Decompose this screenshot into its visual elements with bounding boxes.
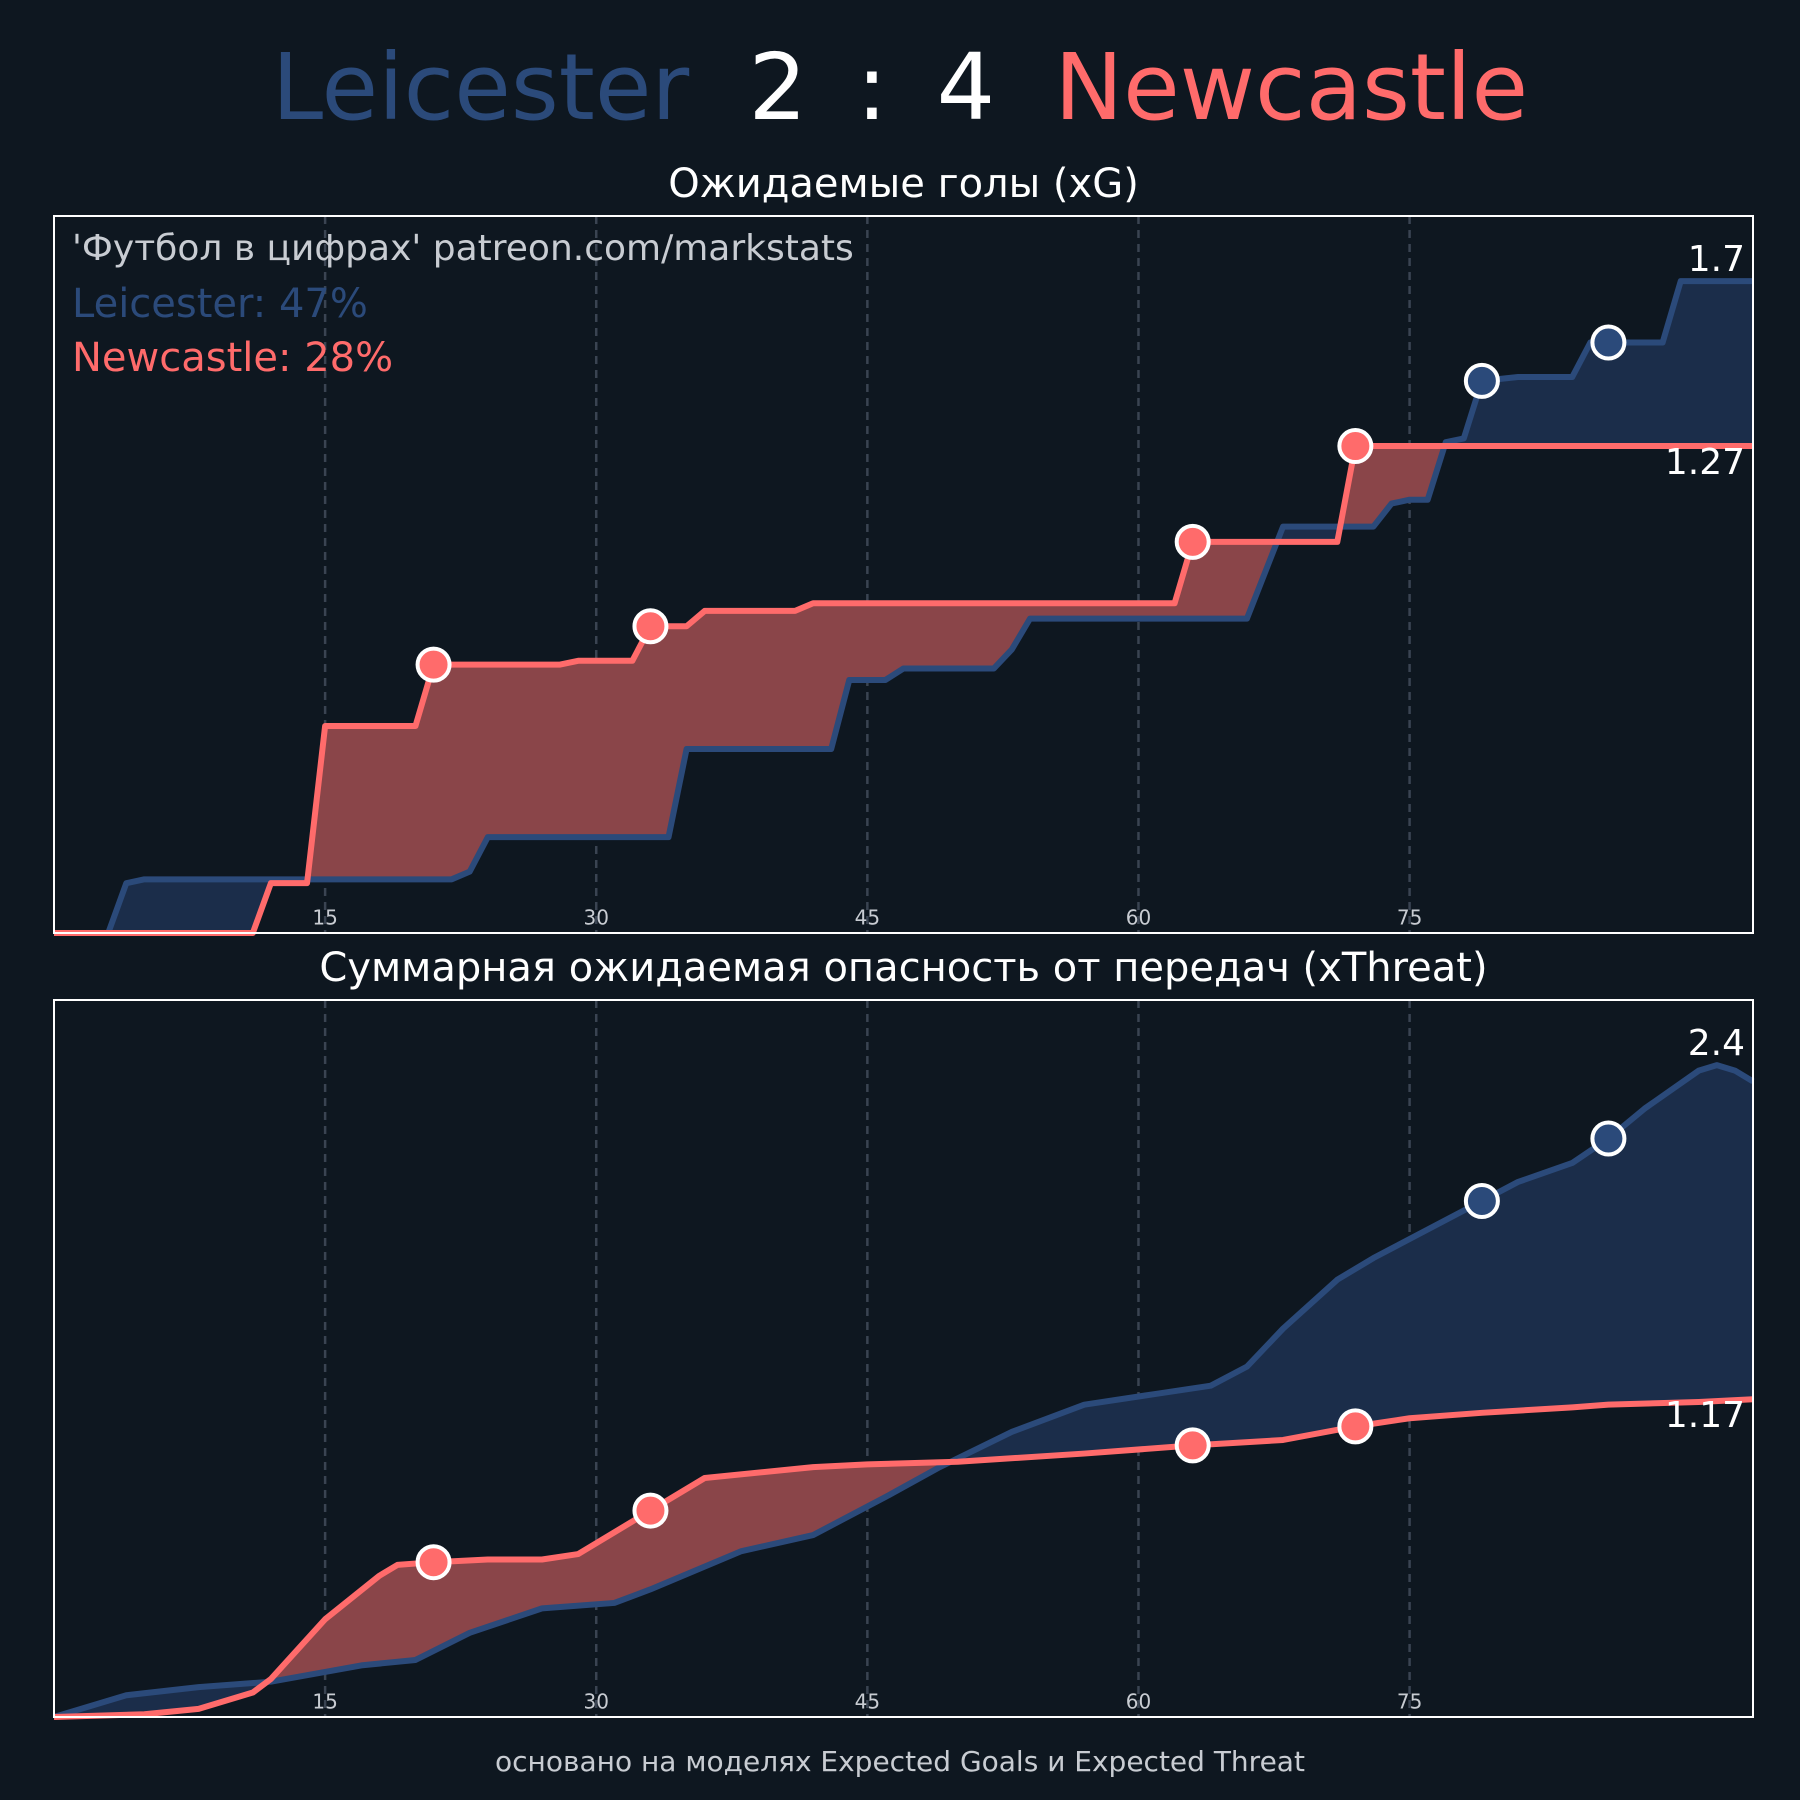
- end-label: 1.7: [1688, 239, 1745, 280]
- series-line: [53, 1396, 1754, 1720]
- goal-marker: [1337, 1408, 1374, 1445]
- goal-marker: [632, 608, 669, 645]
- x-tick-label: 75: [1397, 1690, 1422, 1714]
- legend-entry: Leicester: 47%: [72, 281, 368, 327]
- away-score: 4: [937, 34, 996, 141]
- home-team: Leicester: [272, 34, 690, 141]
- goal-marker: [415, 1544, 452, 1581]
- goal-marker: [1463, 1182, 1500, 1219]
- chart-note: 'Футбол в цифрах' patreon.com/markstats: [72, 228, 854, 269]
- goal-marker: [1463, 362, 1500, 399]
- end-label: 1.17: [1665, 1395, 1745, 1436]
- end-label: 2.4: [1688, 1023, 1745, 1064]
- match-header: Leicester 2 : 4 Newcastle: [272, 34, 1528, 141]
- plot-frame: [53, 215, 1754, 934]
- end-label: 1.27: [1665, 442, 1745, 483]
- footer: основано на моделях Expected Goals и Exp…: [495, 1745, 1305, 1778]
- chart-title: Суммарная ожидаемая опасность от передач…: [319, 945, 1487, 991]
- goal-marker: [415, 646, 452, 683]
- series-line: [54, 278, 1753, 936]
- goal-marker: [1337, 428, 1374, 465]
- score-separator: :: [856, 34, 887, 141]
- goal-marker: [1174, 523, 1211, 560]
- x-tick-label: 15: [312, 906, 337, 930]
- x-tick-label: 15: [312, 1690, 337, 1714]
- home-score: 2: [749, 34, 808, 141]
- goal-marker: [1174, 1427, 1211, 1464]
- x-tick-label: 75: [1397, 906, 1422, 930]
- x-tick-label: 60: [1126, 906, 1151, 930]
- chart-title: Ожидаемые голы (xG): [668, 161, 1139, 207]
- x-tick-label: 45: [855, 1690, 880, 1714]
- plot-frame: [53, 999, 1754, 1718]
- goal-marker: [1590, 324, 1627, 361]
- away-team: Newcastle: [1054, 34, 1528, 141]
- x-tick-label: 60: [1126, 1690, 1151, 1714]
- x-tick-label: 45: [855, 906, 880, 930]
- x-tick-label: 30: [584, 1690, 609, 1714]
- x-tick-label: 30: [584, 906, 609, 930]
- legend-entry: Newcastle: 28%: [72, 335, 393, 381]
- goal-marker: [1590, 1120, 1627, 1157]
- goal-marker: [632, 1492, 669, 1529]
